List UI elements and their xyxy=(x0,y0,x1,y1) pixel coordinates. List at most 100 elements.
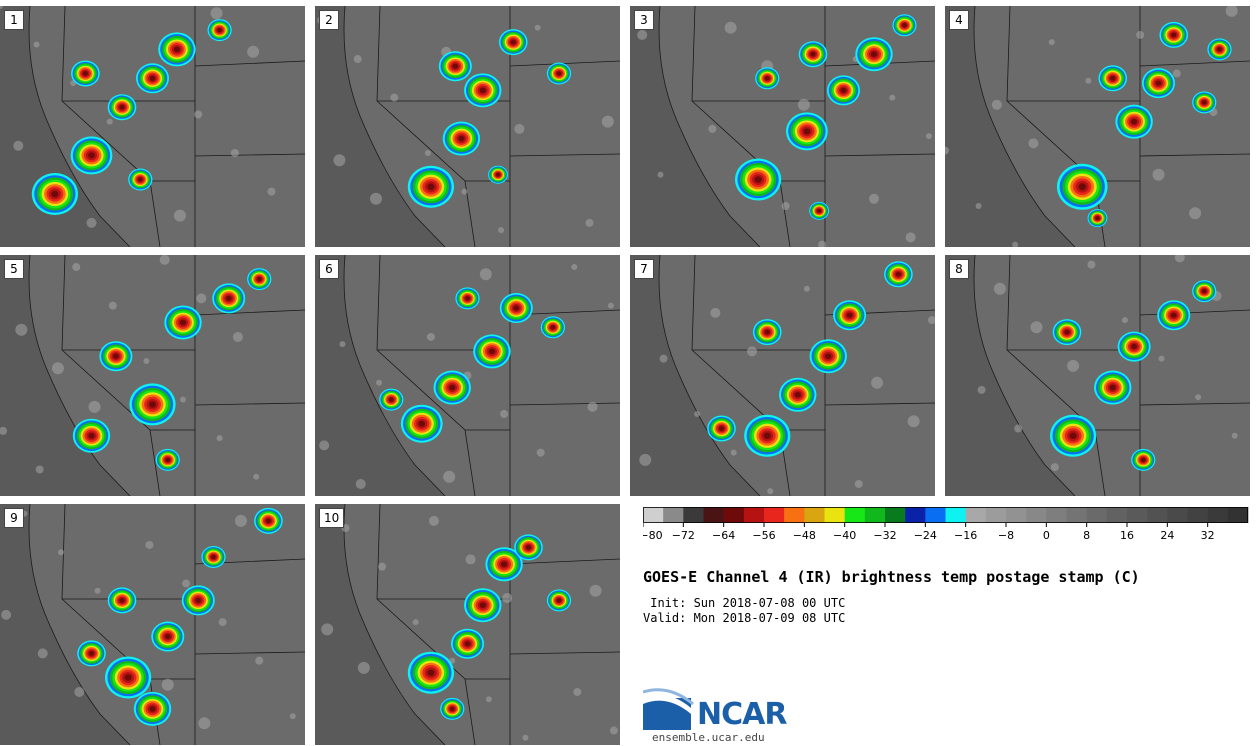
cloud-speckle xyxy=(376,379,383,386)
storm-cell xyxy=(473,334,511,369)
colorbar-segment xyxy=(1127,507,1148,523)
colorbar-tick-label: −72 xyxy=(672,529,695,542)
storm-cell xyxy=(779,377,817,412)
cloud-speckle xyxy=(818,240,827,247)
colorbar-segment xyxy=(743,507,765,523)
storm-cell xyxy=(1207,38,1232,61)
colorbar-tick-label: 24 xyxy=(1160,529,1174,542)
cloud-speckle xyxy=(1012,241,1019,247)
cloud-speckle xyxy=(1189,207,1202,220)
storm-cell xyxy=(254,507,283,534)
cloud-speckle xyxy=(585,218,594,227)
colorbar-segment xyxy=(1207,507,1229,523)
cloud-speckle xyxy=(159,255,170,265)
border-line xyxy=(973,255,1076,496)
storm-cell xyxy=(442,121,481,156)
cloud-speckle xyxy=(708,124,717,133)
ocean-area xyxy=(630,255,760,496)
cloud-speckle xyxy=(74,686,85,697)
storm-cell xyxy=(499,293,533,324)
map-panel-1: 1 xyxy=(0,6,305,247)
cloud-speckle xyxy=(1136,30,1145,39)
colorbar-tick-label: −8 xyxy=(998,529,1014,542)
storm-cell xyxy=(181,585,215,616)
cloud-speckle xyxy=(234,514,247,527)
storm-cell xyxy=(107,587,137,614)
cloud-speckle xyxy=(907,415,920,428)
ocean-area xyxy=(0,255,130,496)
cloud-speckle xyxy=(161,678,174,691)
colorbar-segment xyxy=(1106,507,1128,523)
map-panel-10: 10 xyxy=(315,504,620,745)
storm-cell xyxy=(498,29,528,56)
border-line xyxy=(376,255,476,496)
border-line xyxy=(194,60,305,67)
website-link[interactable]: ensemble.ucar.edu xyxy=(652,731,765,744)
cloud-speckle xyxy=(869,193,879,204)
border-line xyxy=(691,6,791,247)
storm-cell xyxy=(1115,104,1153,139)
colorbar-segment xyxy=(1227,507,1249,523)
map-panel-3: 3 xyxy=(630,6,935,247)
storm-cell xyxy=(1117,331,1151,362)
cloud-speckle xyxy=(15,323,28,336)
cloud-speckle xyxy=(1158,355,1165,362)
border-line xyxy=(194,651,305,655)
cloud-speckle xyxy=(975,203,982,210)
ocean-area xyxy=(315,6,445,247)
cloud-speckle xyxy=(35,465,44,474)
storm-cell xyxy=(400,404,443,443)
colorbar-border xyxy=(643,507,1248,523)
init-time: Init: Sun 2018-07-08 00 UTC xyxy=(643,596,846,610)
border-line xyxy=(509,558,620,565)
cloud-speckle xyxy=(534,24,541,31)
panel-number-label: 5 xyxy=(4,259,24,279)
border-line xyxy=(1139,153,1250,157)
storm-cell xyxy=(855,37,893,72)
panel-number-label: 10 xyxy=(319,508,345,528)
satellite-map xyxy=(0,255,305,496)
cloud-speckle xyxy=(514,123,525,134)
border-line xyxy=(28,6,131,247)
storm-cell xyxy=(546,589,572,612)
colorbar-tick-label: −56 xyxy=(752,529,775,542)
cloud-speckle xyxy=(479,268,492,281)
cloud-speckle xyxy=(390,93,399,102)
storm-cell xyxy=(809,201,829,220)
border-line xyxy=(691,255,791,496)
cloud-speckle xyxy=(1085,77,1092,84)
satellite-map xyxy=(945,255,1250,496)
satellite-map xyxy=(315,6,620,247)
storm-cell xyxy=(884,261,913,288)
cloud-speckle xyxy=(443,470,456,483)
storm-cell xyxy=(438,51,472,82)
panel-number-label: 4 xyxy=(949,10,969,30)
storm-cell xyxy=(71,60,100,87)
cloud-speckle xyxy=(601,115,614,128)
cloud-speckle xyxy=(927,316,935,325)
border-line xyxy=(658,255,761,496)
colorbar-segment xyxy=(1046,507,1067,523)
cloud-speckle xyxy=(465,554,476,565)
border-line xyxy=(343,6,446,247)
cloud-speckle xyxy=(145,540,154,549)
storm-cell xyxy=(488,165,508,184)
colorbar-tick-label: 0 xyxy=(1043,529,1050,542)
colorbar-tick-label: −16 xyxy=(954,529,977,542)
cloud-speckle xyxy=(267,187,276,196)
storm-cell xyxy=(1098,65,1128,92)
storm-cell xyxy=(1159,21,1189,48)
cloud-speckle xyxy=(1050,463,1059,472)
cloud-speckle xyxy=(1067,359,1080,372)
storm-cell xyxy=(786,112,828,151)
colorbar-segment xyxy=(1086,507,1108,523)
cloud-speckle xyxy=(485,696,492,703)
cloud-speckle xyxy=(991,99,1002,110)
colorbar-segment xyxy=(703,507,724,523)
colorbar-segment xyxy=(985,507,1007,523)
border-line xyxy=(973,6,1076,247)
cloud-speckle xyxy=(0,6,3,9)
satellite-map xyxy=(0,6,305,247)
cloud-speckle xyxy=(194,110,203,119)
storm-cell xyxy=(1142,68,1175,99)
